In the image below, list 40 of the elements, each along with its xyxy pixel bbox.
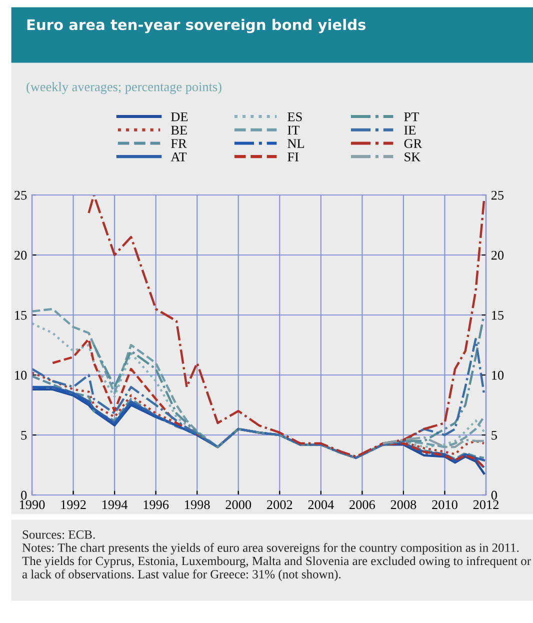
x-tick-label: 2006	[350, 500, 375, 510]
y-tick-label: 10	[15, 370, 27, 380]
x-tick-label: 1996	[144, 500, 169, 510]
y-tick-label: 0	[21, 490, 27, 500]
source-note: Sources: ECB.	[22, 530, 95, 539]
chart-title: Euro area ten-year sovereign bond yields	[27, 18, 366, 34]
chart-subtitle: (weekly averages; percentage points)	[26, 82, 222, 94]
y2-tick-label: 15	[492, 310, 504, 320]
legend-label: GR	[404, 139, 422, 148]
x-tick-label: 2008	[390, 500, 416, 510]
legend-label: ES	[288, 112, 302, 122]
x-tick-label: 2004	[308, 500, 334, 510]
x-tick-label: 2002	[267, 500, 292, 510]
x-tick-label: 1998	[185, 500, 210, 510]
text: Notes: The chart presents the yields of euro area sovereigns for the country composition as in 2011. The yields for Cyprus, Estonia, Luxembourg, Malta and Slovenia are excluded owing to infrequent or a lack of observations. Last value for Greece: 31% (not shown).	[22, 543, 531, 581]
x-tick-label: 2010	[432, 500, 458, 510]
y2-tick-label: 25	[491, 190, 504, 200]
y-tick-label: 20	[14, 250, 27, 260]
y-tick-label: 15	[15, 310, 27, 320]
y2-tick-label: 20	[491, 250, 504, 260]
y2-tick-label: 10	[492, 370, 504, 380]
x-tick-label: 2012	[473, 500, 498, 510]
y-tick-label: 25	[14, 190, 27, 200]
legend-label: PT	[404, 112, 419, 122]
legend-label: IT	[288, 126, 300, 134]
x-tick-label: 2000	[226, 500, 252, 510]
legend-label: AT	[170, 152, 187, 162]
legend-label: IE	[404, 126, 416, 134]
legend-label: SK	[404, 152, 420, 162]
legend-label: NL	[288, 139, 304, 148]
y-tick-label: 5	[21, 430, 27, 440]
legend-label: FI	[288, 152, 298, 162]
y2-tick-label: 0	[491, 490, 497, 500]
x-tick-label: 1994	[102, 500, 128, 510]
legend-label: BE	[171, 126, 187, 135]
legend-label: FR	[171, 139, 187, 148]
x-tick-label: 1992	[61, 500, 86, 510]
x-tick-label: 1990	[20, 500, 45, 510]
y2-tick-label: 5	[492, 430, 497, 440]
legend-label: DE	[171, 112, 188, 122]
